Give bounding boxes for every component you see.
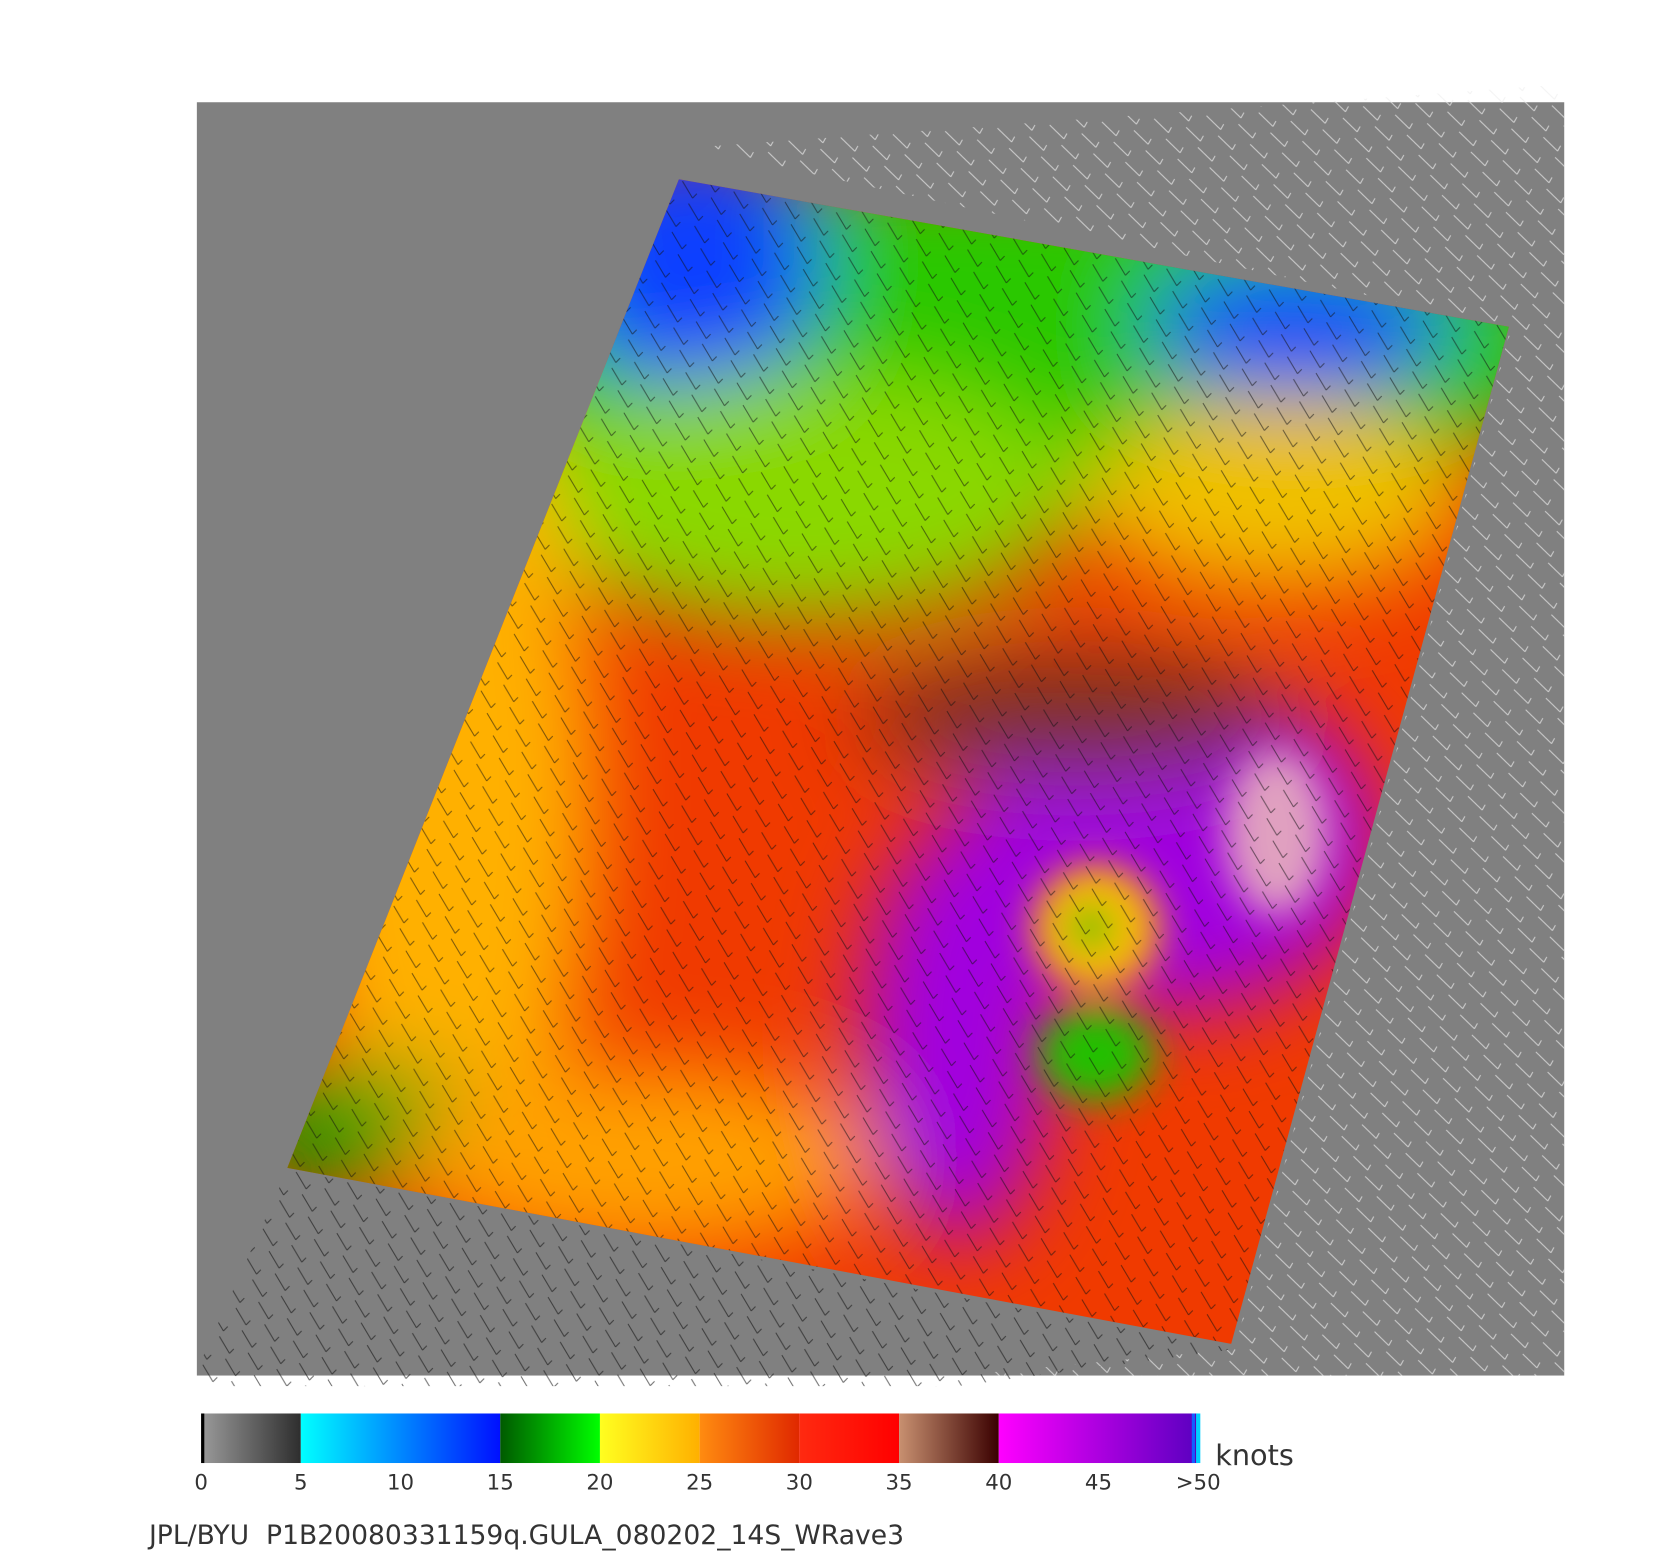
colorbar-tick-label: 15 [487,1469,514,1494]
colorbar-segment [799,1413,900,1464]
colorbar-segment [500,1413,600,1464]
colorbar-segment [699,1413,800,1464]
colorbar-tick-label: 0 [194,1469,208,1494]
colorbar-segment [201,1413,301,1464]
colorbar-tick-label: 5 [294,1469,308,1494]
colorbar-segment [300,1413,501,1464]
colorbar-tick-label: 35 [886,1469,913,1494]
wind-swath [287,179,1509,1344]
colorbar-tick-label: 20 [586,1469,613,1494]
colorbar-edge [201,1413,205,1464]
colorbar-tick-label: 45 [1085,1469,1112,1494]
footer-text: JPL/BYU P1B20080331159q.GULA_080202_14S_… [147,1520,904,1551]
colorbar-segment [899,1413,999,1464]
colorbar-unit: knots [1215,1438,1294,1472]
wind-vectors-outside [691,84,1565,1376]
colorbar-tick-label: 30 [786,1469,813,1494]
colorbar-segment [998,1413,1199,1464]
colorbar-tick-label: >50 [1176,1469,1221,1494]
colorbar-tick-label: 25 [686,1469,713,1494]
colorbar-overflow [1191,1413,1195,1464]
colorbar-tick-label: 10 [387,1469,414,1494]
wind-vectors-outside [196,1170,1235,1387]
colorbar-segment [599,1413,700,1464]
colorbar-overflow [1196,1413,1201,1464]
colorbar-tick-label: 40 [985,1469,1012,1494]
colorbar: 0 5 10 15 20 25 30 35 40 45 >50 [194,1413,1221,1494]
